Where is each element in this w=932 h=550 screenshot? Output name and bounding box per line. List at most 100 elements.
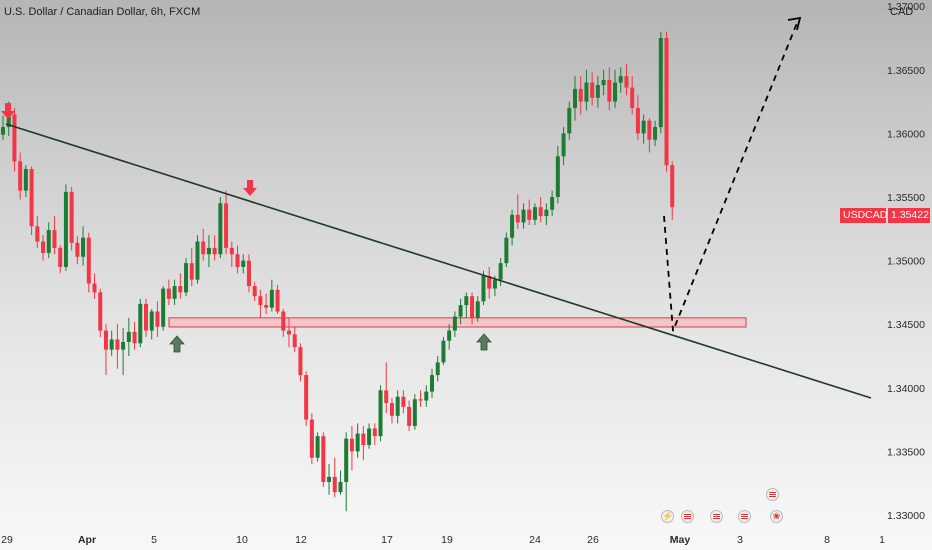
candle (618, 67, 623, 93)
candle (401, 390, 406, 414)
candle-body (401, 396, 406, 407)
candle (647, 118, 652, 153)
candle (189, 247, 194, 287)
candle (287, 317, 291, 348)
candle-body (189, 263, 194, 280)
candle (201, 228, 206, 261)
x-tick-label: 5 (151, 534, 157, 546)
us-flag-icon[interactable] (766, 488, 779, 501)
candle-body (304, 375, 309, 420)
candle-body (458, 305, 463, 317)
canada-flag-icon[interactable]: ❀ (770, 510, 783, 523)
candle (292, 326, 297, 353)
candle (195, 235, 200, 284)
candle-body (590, 82, 595, 98)
candle (58, 245, 63, 274)
candle (418, 390, 423, 407)
candle-body (481, 275, 486, 302)
candle-body (344, 438, 349, 482)
candle-body (578, 88, 583, 102)
us-flag-icon[interactable] (710, 510, 723, 523)
us-flag-icon[interactable] (738, 510, 751, 523)
candle (424, 385, 429, 407)
candle (86, 232, 91, 293)
candle-body (573, 88, 577, 108)
candle-body (487, 275, 492, 289)
candle (590, 72, 595, 106)
current-price-label: USDCAD 1.35422 (840, 208, 932, 223)
candle-body (75, 242, 80, 257)
candle (464, 292, 469, 318)
candle-body (103, 330, 108, 350)
candle (658, 31, 663, 134)
candle-body (584, 82, 589, 102)
candle (166, 279, 171, 306)
candle (607, 67, 612, 111)
candle-body (470, 296, 475, 318)
candle-body (275, 289, 280, 312)
candle (115, 324, 120, 369)
support-zone (168, 317, 747, 328)
candle (567, 101, 572, 140)
candle-body (630, 87, 635, 108)
lightning-icon[interactable]: ⚡ (661, 510, 674, 523)
candle (550, 190, 555, 217)
candle-body (641, 120, 646, 134)
candle (246, 254, 251, 293)
candle-body (12, 114, 17, 162)
candle-body (63, 191, 68, 267)
currency-label: CAD (890, 6, 914, 18)
candle (561, 127, 566, 166)
candle-body (138, 303, 143, 344)
candle (52, 216, 57, 255)
candle-body (235, 254, 240, 267)
candle-body (544, 209, 549, 217)
candle-body (18, 161, 23, 191)
candle (367, 423, 372, 449)
y-tick-label: 1.34000 (887, 383, 925, 395)
candle (664, 31, 669, 172)
candle (573, 76, 577, 121)
candle (18, 152, 23, 200)
candle (510, 209, 515, 246)
candle-body (395, 396, 400, 416)
candle (407, 400, 412, 432)
candle (641, 114, 646, 144)
x-tick-label: 10 (236, 534, 248, 546)
candle (601, 69, 606, 96)
candle-body (407, 406, 412, 426)
candle-body (653, 127, 658, 140)
candle-body (81, 237, 86, 257)
down-arrow-marker (243, 180, 257, 196)
candle-body (550, 197, 555, 210)
candle (544, 203, 549, 225)
candle-body (635, 107, 640, 134)
candle-body (447, 330, 452, 341)
candle (315, 432, 320, 462)
candle (355, 423, 360, 458)
y-tick-label: 1.34500 (887, 319, 925, 331)
candle (206, 235, 211, 267)
x-tick-label: 24 (529, 534, 541, 546)
candle (172, 279, 177, 306)
candle (103, 324, 108, 376)
candle-body (424, 391, 429, 401)
candle (155, 301, 160, 337)
candle-body (178, 286, 183, 293)
candle-body (149, 311, 154, 331)
us-flag-icon[interactable] (681, 510, 694, 523)
candle (435, 356, 440, 382)
candle-body (292, 334, 297, 348)
candle (41, 235, 46, 261)
candle-body (327, 476, 332, 482)
candle (538, 197, 543, 223)
candle-body (195, 241, 200, 280)
candle (304, 371, 309, 426)
candle (63, 184, 68, 271)
candle-body (527, 209, 532, 220)
candle-body (69, 191, 74, 243)
candle (441, 336, 446, 365)
candle-body (532, 207, 537, 220)
candle-body (269, 289, 274, 308)
